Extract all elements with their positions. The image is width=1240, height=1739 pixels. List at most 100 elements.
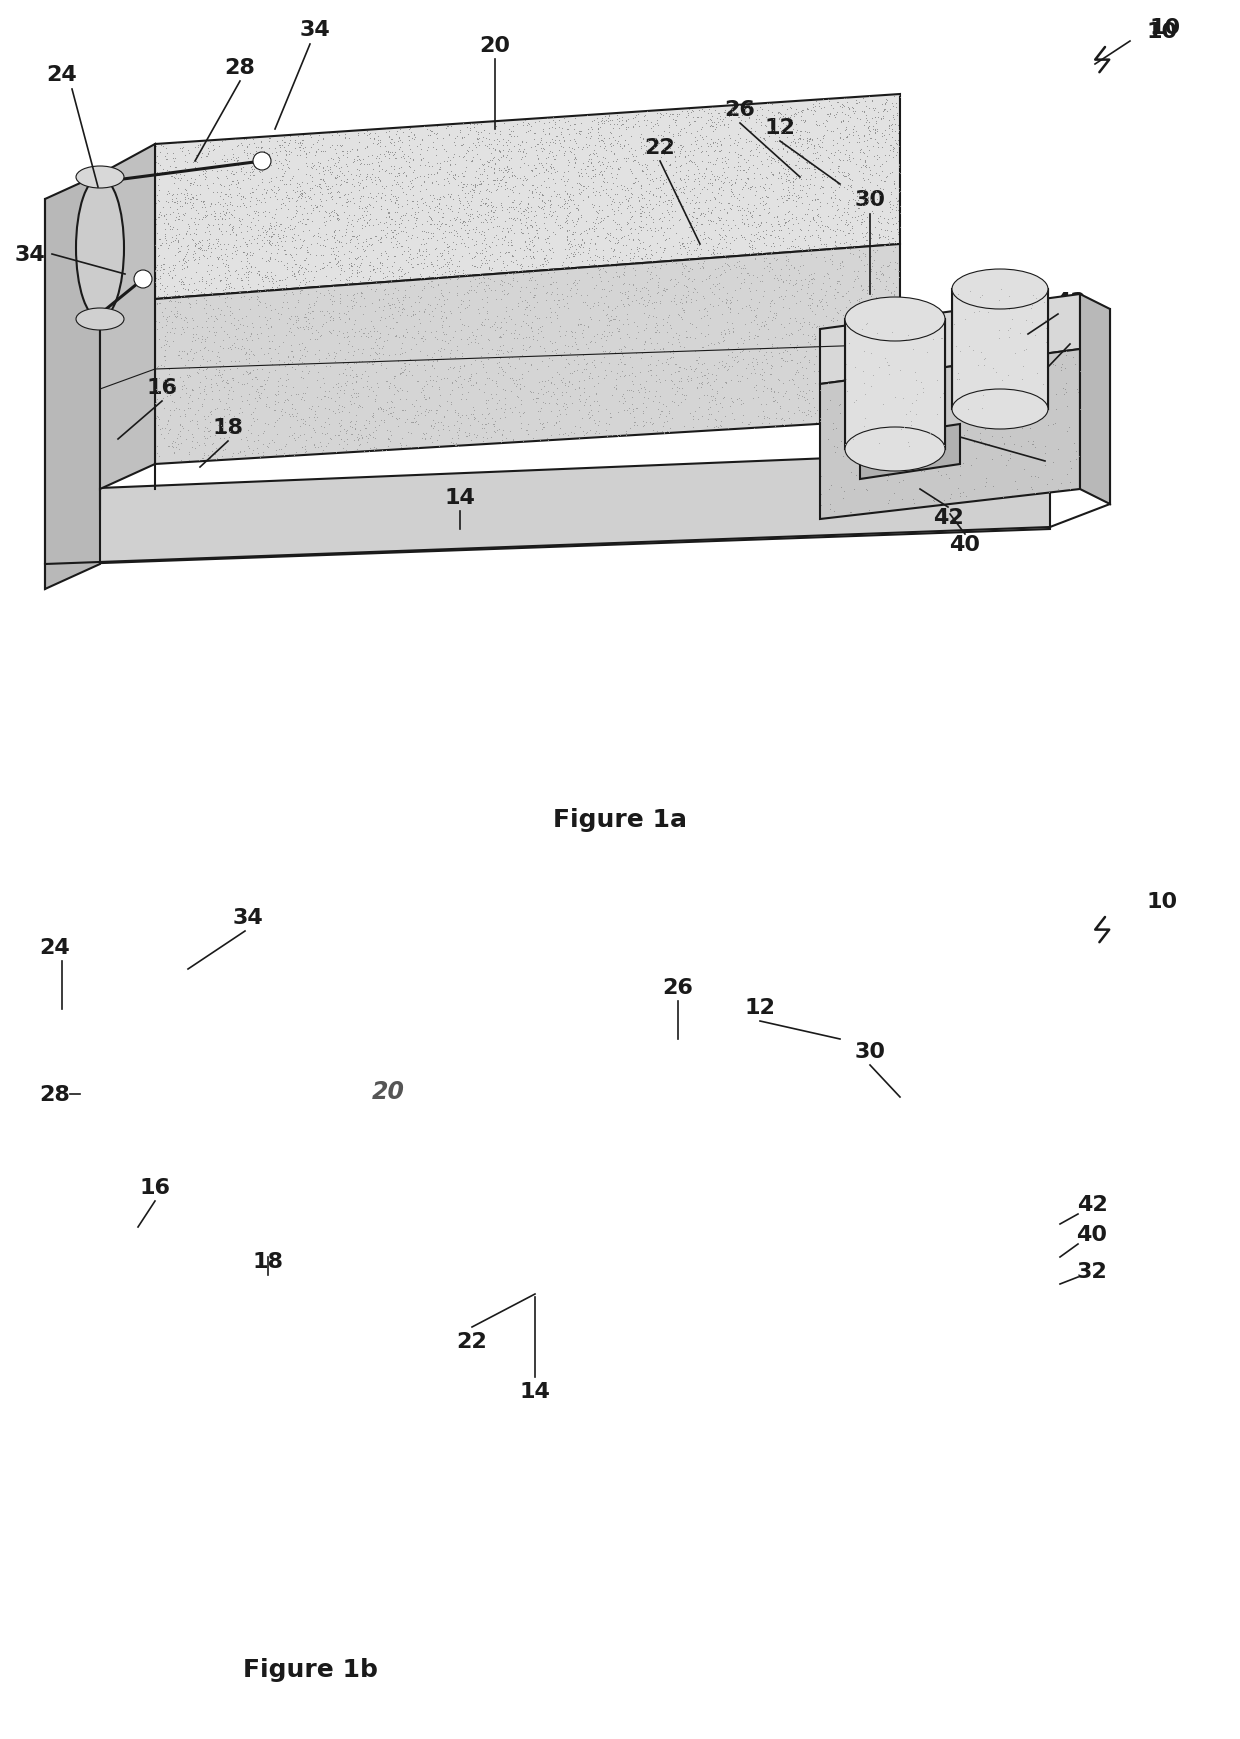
Point bbox=[502, 242, 522, 270]
Point bbox=[771, 341, 791, 369]
Point bbox=[448, 259, 467, 287]
Point bbox=[253, 195, 273, 223]
Point bbox=[703, 383, 723, 410]
Point bbox=[760, 292, 780, 320]
Point bbox=[608, 160, 627, 188]
Point bbox=[849, 325, 869, 353]
Point bbox=[330, 377, 350, 405]
Point bbox=[439, 233, 459, 261]
Point bbox=[175, 186, 195, 214]
Point bbox=[419, 384, 439, 412]
Point bbox=[820, 101, 839, 129]
Point bbox=[554, 172, 574, 200]
Point bbox=[629, 228, 649, 256]
Point bbox=[417, 243, 436, 271]
Point bbox=[413, 419, 433, 447]
Point bbox=[763, 162, 782, 190]
Point bbox=[724, 190, 744, 217]
Point bbox=[880, 362, 900, 390]
Point bbox=[839, 144, 859, 172]
Point bbox=[712, 108, 732, 136]
Point bbox=[363, 419, 383, 447]
Point bbox=[672, 179, 692, 207]
Point bbox=[750, 235, 770, 263]
Point bbox=[487, 245, 507, 273]
Point bbox=[629, 379, 649, 407]
Point bbox=[526, 329, 546, 356]
Point bbox=[155, 332, 175, 360]
Point bbox=[714, 327, 734, 355]
Point bbox=[322, 132, 342, 160]
Point bbox=[368, 245, 388, 273]
Point bbox=[625, 165, 645, 193]
Point bbox=[626, 277, 646, 304]
Point bbox=[496, 129, 516, 157]
Point bbox=[382, 217, 402, 245]
Point bbox=[867, 348, 887, 376]
Point bbox=[241, 214, 260, 242]
Point bbox=[169, 254, 188, 282]
Point bbox=[206, 226, 226, 254]
Point bbox=[585, 205, 605, 233]
Point bbox=[381, 230, 401, 257]
Point bbox=[410, 310, 430, 337]
Point bbox=[200, 423, 219, 450]
Point bbox=[739, 325, 759, 353]
Point bbox=[759, 195, 779, 223]
Point bbox=[491, 240, 511, 268]
Point bbox=[784, 282, 804, 310]
Point bbox=[717, 287, 737, 315]
Point bbox=[259, 233, 279, 261]
Point bbox=[675, 268, 694, 296]
Point bbox=[595, 337, 615, 365]
Point bbox=[928, 402, 947, 430]
Point bbox=[671, 117, 691, 144]
Point bbox=[913, 376, 932, 403]
Point bbox=[212, 297, 232, 325]
Point bbox=[577, 219, 596, 247]
Point bbox=[830, 153, 849, 181]
Point bbox=[203, 308, 223, 336]
Point bbox=[676, 202, 696, 230]
Point bbox=[472, 310, 492, 337]
Point bbox=[930, 200, 950, 228]
Point bbox=[451, 353, 471, 381]
Point bbox=[728, 153, 748, 181]
Point bbox=[724, 282, 744, 310]
Point bbox=[243, 162, 263, 190]
Point bbox=[680, 148, 699, 176]
Point bbox=[229, 228, 249, 256]
Point bbox=[259, 268, 279, 296]
Point bbox=[874, 129, 894, 157]
Point bbox=[533, 410, 553, 438]
Point bbox=[800, 170, 820, 198]
Point bbox=[932, 271, 952, 299]
Point bbox=[830, 146, 849, 174]
Point bbox=[476, 250, 496, 278]
Point bbox=[441, 299, 461, 327]
Point bbox=[186, 275, 206, 303]
Point bbox=[595, 144, 615, 172]
Point bbox=[973, 365, 993, 393]
Point bbox=[666, 313, 686, 341]
Point bbox=[429, 150, 449, 177]
Point bbox=[888, 257, 908, 285]
Point bbox=[712, 214, 732, 242]
Point bbox=[373, 346, 393, 374]
Point bbox=[145, 379, 165, 407]
Point bbox=[544, 310, 564, 337]
Point bbox=[615, 296, 635, 323]
Point bbox=[317, 153, 337, 181]
Point bbox=[268, 233, 288, 261]
Point bbox=[182, 377, 202, 405]
Point bbox=[603, 240, 622, 268]
Point bbox=[680, 217, 699, 245]
Point bbox=[699, 224, 719, 252]
Point bbox=[286, 268, 306, 296]
Point bbox=[573, 198, 593, 226]
Point bbox=[350, 223, 370, 250]
Point bbox=[434, 231, 454, 259]
Point bbox=[217, 417, 237, 445]
Point bbox=[405, 205, 425, 233]
Point bbox=[207, 320, 227, 348]
